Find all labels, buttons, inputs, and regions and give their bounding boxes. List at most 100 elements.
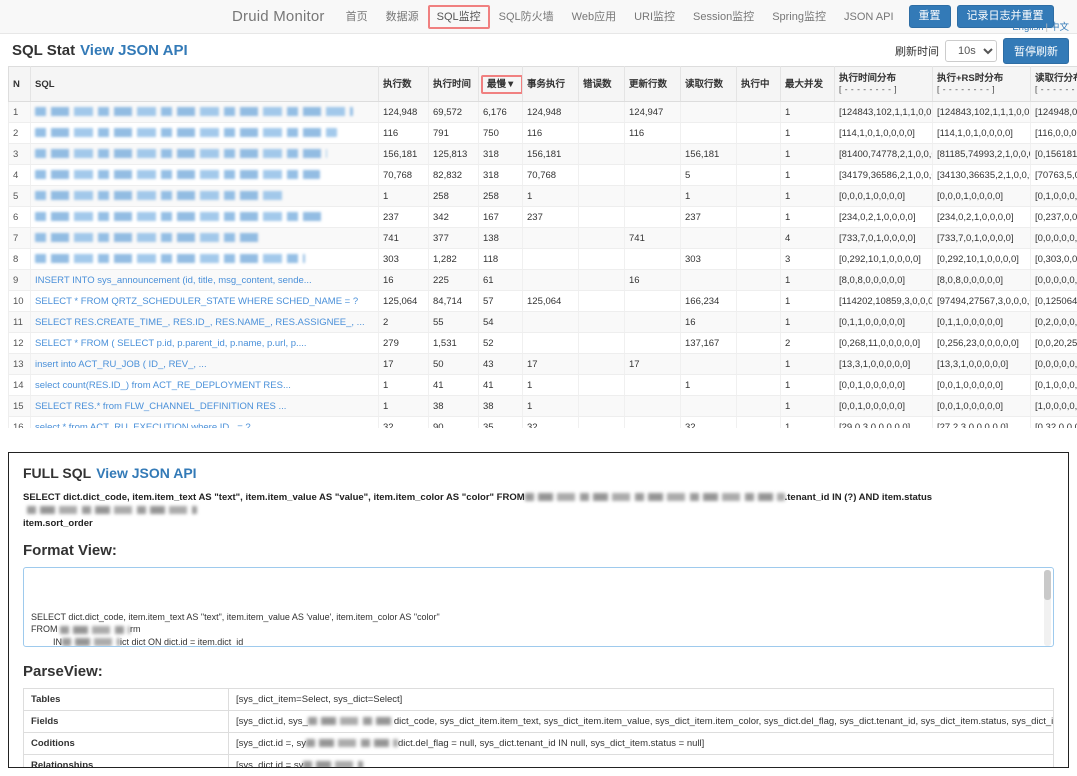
col-header-error-count[interactable]: 错误数: [578, 66, 625, 102]
col-header-read-rows[interactable]: 读取行数: [680, 66, 737, 102]
table-row[interactable]: 10 SELECT * FROM QRTZ_SCHEDULER_STATE WHE…: [8, 290, 1077, 312]
cell-err-count: [578, 122, 625, 144]
table-row[interactable]: 15 SELECT RES.* from FLW_CHANNEL_DEFINITI…: [8, 395, 1077, 417]
parse-view-value: [sys_dict.id, sys_ dict_code, sys_dict_it…: [228, 710, 1054, 733]
format-view-scrollbar[interactable]: [1044, 570, 1051, 646]
refresh-interval-select[interactable]: 10s: [945, 40, 997, 62]
col-header-read-rows-hist[interactable]: 读取行分布[ - - - - - - ]: [1030, 66, 1077, 102]
cell-running: [736, 416, 781, 428]
full-sql-json-api-link[interactable]: View JSON API: [96, 465, 197, 481]
cell-sql[interactable]: [30, 206, 379, 228]
col-header-tx-exec[interactable]: 事务执行: [522, 66, 579, 102]
cell-sql[interactable]: SELECT RES.CREATE_TIME_, RES.ID_, RES.NA…: [30, 311, 379, 333]
cell-n: 13: [8, 353, 31, 375]
nav-item-sql-firewall[interactable]: SQL防火墙: [498, 10, 554, 23]
cell-sql[interactable]: [30, 185, 379, 207]
table-row[interactable]: 13 insert into ACT_RU_JOB ( ID_, REV_, ..…: [8, 353, 1077, 375]
table-row[interactable]: 1 124,948 69,572 6,176 124,948 124,947 1 [12484…: [8, 101, 1077, 123]
cell-sql[interactable]: SELECT * FROM ( SELECT p.id, p.parent_id…: [30, 332, 379, 354]
table-row[interactable]: 14 select count(RES.ID_) from ACT_RE_DEPL…: [8, 374, 1077, 396]
col-header-exec-count[interactable]: 执行数: [378, 66, 429, 102]
cell-sql[interactable]: insert into ACT_RU_JOB ( ID_, REV_, ...: [30, 353, 379, 375]
nav-item-sql-monitor[interactable]: SQL监控: [427, 4, 490, 29]
cell-sql[interactable]: [30, 101, 379, 123]
cell-sql[interactable]: [30, 248, 379, 270]
table-row[interactable]: 6 237 342 167 237 237 1 [234,0,2,1,0,0,0,0] [234…: [8, 206, 1077, 228]
cell-sql[interactable]: [30, 227, 379, 249]
cell-running: [736, 332, 781, 354]
log-and-reset-button[interactable]: 记录日志并重置: [956, 5, 1054, 28]
redacted-sql-text[interactable]: [35, 191, 285, 201]
col-header-sql[interactable]: SQL: [30, 66, 379, 102]
sql-link[interactable]: INSERT INTO sys_announcement (id, title,…: [35, 274, 312, 286]
col-header-update-rows[interactable]: 更新行数: [624, 66, 681, 102]
cell-running: [736, 164, 781, 186]
table-row[interactable]: 11 SELECT RES.CREATE_TIME_, RES.ID_, RES.…: [8, 311, 1077, 333]
format-view-textarea[interactable]: SELECT dict.dict_code, item.item_text AS…: [23, 567, 1054, 647]
nav-item-web-app[interactable]: Web应用: [571, 10, 617, 23]
nav-item-session-monitor[interactable]: Session监控: [693, 10, 755, 23]
lang-chinese-link[interactable]: 中文: [1049, 22, 1069, 33]
cell-read-rows: [680, 353, 737, 375]
cell-sql[interactable]: INSERT INTO sys_announcement (id, title,…: [30, 269, 379, 291]
col-header-running[interactable]: 执行中: [736, 66, 781, 102]
cell-sql[interactable]: [30, 122, 379, 144]
redacted-sql-text[interactable]: [35, 128, 337, 138]
col-header-max-concurrent[interactable]: 最大并发: [780, 66, 835, 102]
lang-english-link[interactable]: English: [1012, 22, 1044, 33]
cell-err-count: [578, 332, 625, 354]
cell-sql[interactable]: [30, 164, 379, 186]
cell-read-rows: [680, 101, 737, 123]
view-json-api-link[interactable]: View JSON API: [80, 41, 188, 59]
cell-err-count: [578, 185, 625, 207]
sql-link[interactable]: SELECT * FROM ( SELECT p.id, p.parent_id…: [35, 337, 307, 349]
table-row[interactable]: 12 SELECT * FROM ( SELECT p.id, p.parent_…: [8, 332, 1077, 354]
cell-sql[interactable]: [30, 143, 379, 165]
sql-link[interactable]: SELECT RES.* from FLW_CHANNEL_DEFINITION…: [35, 400, 287, 412]
nav-item-uri-monitor[interactable]: URI监控: [634, 10, 676, 23]
nav-item-json-api[interactable]: JSON API: [843, 10, 894, 23]
redacted-sql-text[interactable]: [35, 254, 305, 264]
redacted-sql-text[interactable]: [35, 107, 353, 117]
cell-slowest: 52: [478, 332, 523, 354]
col-header-exec-time[interactable]: 执行时间: [428, 66, 479, 102]
table-row[interactable]: 8 303 1,282 118 303 3 [0,292,10,1,0,0,0,0] [0,2…: [8, 248, 1077, 270]
table-row[interactable]: 3 156,181 125,813 318 156,181 156,181 1 [81400,…: [8, 143, 1077, 165]
cell-exec-time-hist: [13,3,1,0,0,0,0,0]: [834, 353, 933, 375]
nav-item-datasource[interactable]: 数据源: [385, 10, 419, 23]
table-row[interactable]: 9 INSERT INTO sys_announcement (id, title…: [8, 269, 1077, 291]
redacted-sql-text[interactable]: [35, 149, 327, 159]
cell-sql[interactable]: SELECT RES.* from FLW_CHANNEL_DEFINITION…: [30, 395, 379, 417]
col-header-n[interactable]: N: [8, 66, 31, 102]
cell-exec-rs-hist: [27,2,3,0,0,0,0,0]: [932, 416, 1031, 428]
parse-view-key: Fields: [23, 710, 229, 733]
sql-link[interactable]: select * from ACT_RU_EXECUTION where ID_…: [35, 421, 251, 429]
cell-update-rows: 116: [624, 122, 681, 144]
table-row[interactable]: 5 1 258 258 1 1 1 [0,0,0,1,0,0,0,0] [0,0,0,1,0,0…: [8, 185, 1077, 207]
cell-sql[interactable]: select * from ACT_RU_EXECUTION where ID_…: [30, 416, 379, 429]
nav-item-home[interactable]: 首页: [345, 10, 368, 23]
redacted-sql-text[interactable]: [35, 170, 320, 180]
sql-link[interactable]: select count(RES.ID_) from ACT_RE_DEPLOY…: [35, 379, 291, 391]
col-header-exec-rs-hist[interactable]: 执行+RS时分布[ - - - - - - - - ]: [932, 66, 1031, 102]
table-row[interactable]: 2 116 791 750 116 116 1 [114,1,0,1,0,0,0,0] [114…: [8, 122, 1077, 144]
cell-exec-time: 791: [428, 122, 479, 144]
sql-link[interactable]: SELECT RES.CREATE_TIME_, RES.ID_, RES.NA…: [35, 316, 365, 328]
cell-sql[interactable]: SELECT * FROM QRTZ_SCHEDULER_STATE WHERE…: [30, 290, 379, 312]
table-row[interactable]: 7 741 377 138 741 4 [733,7,0,1,0,0,0,0] [733,7,…: [8, 227, 1077, 249]
redacted-sql-text[interactable]: [35, 212, 323, 222]
reset-button[interactable]: 重置: [908, 5, 951, 28]
col-header-exec-time-hist[interactable]: 执行时间分布[ - - - - - - - - ]: [834, 66, 933, 102]
nav-item-spring-monitor[interactable]: Spring监控: [772, 10, 826, 23]
col-header-slowest[interactable]: 最慢▼: [478, 66, 523, 102]
pause-refresh-button[interactable]: 暂停刷新: [1003, 38, 1069, 64]
cell-sql[interactable]: select count(RES.ID_) from ACT_RE_DEPLOY…: [30, 374, 379, 396]
sql-stat-table-container[interactable]: N SQL 执行数 执行时间 最慢▼ 事务执行 错误数 更新行数 读取行数 执行…: [0, 66, 1077, 428]
table-row[interactable]: 16 select * from ACT_RU_EXECUTION where I…: [8, 416, 1077, 429]
table-row[interactable]: 4 70,768 82,832 318 70,768 5 1 [34179,36586,2,1…: [8, 164, 1077, 186]
sql-link[interactable]: insert into ACT_RU_JOB ( ID_, REV_, ...: [35, 358, 207, 370]
cell-tx-exec: 1: [522, 374, 579, 396]
sql-link[interactable]: SELECT * FROM QRTZ_SCHEDULER_STATE WHERE…: [35, 295, 359, 307]
cell-update-rows: [624, 374, 681, 396]
redacted-sql-text[interactable]: [35, 233, 260, 243]
